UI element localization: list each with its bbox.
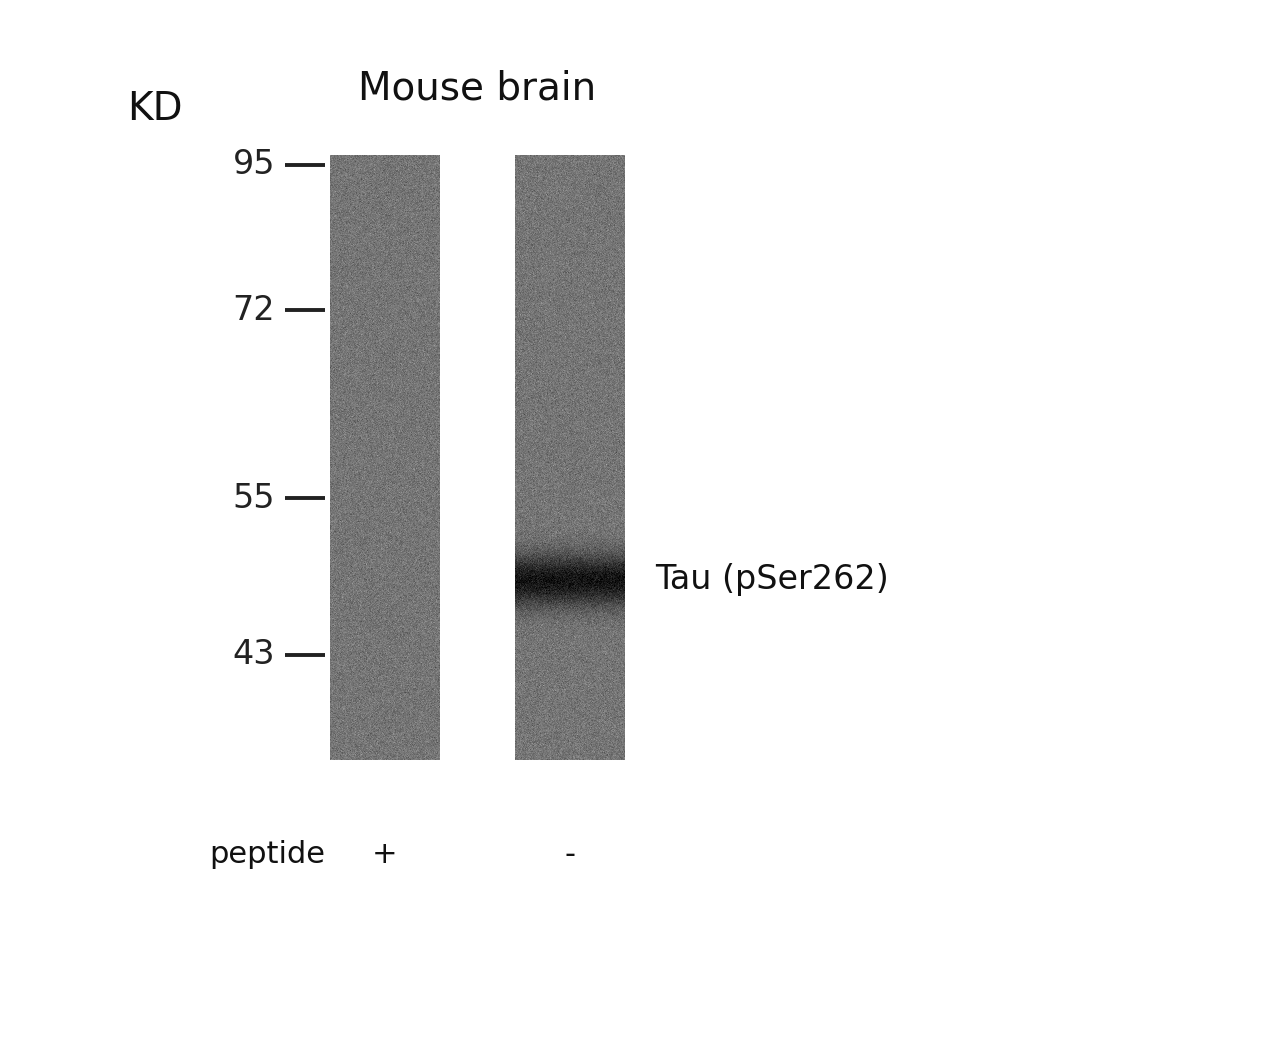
- Text: 55: 55: [233, 481, 275, 514]
- Text: KD: KD: [127, 90, 183, 128]
- Text: 72: 72: [233, 293, 275, 327]
- Text: 43: 43: [233, 639, 275, 672]
- Text: -: -: [564, 840, 576, 869]
- Text: 95: 95: [233, 148, 275, 181]
- Text: +: +: [372, 840, 398, 869]
- Text: Tau (pSer262): Tau (pSer262): [655, 563, 888, 596]
- Text: Mouse brain: Mouse brain: [358, 71, 596, 108]
- Text: peptide: peptide: [209, 840, 325, 869]
